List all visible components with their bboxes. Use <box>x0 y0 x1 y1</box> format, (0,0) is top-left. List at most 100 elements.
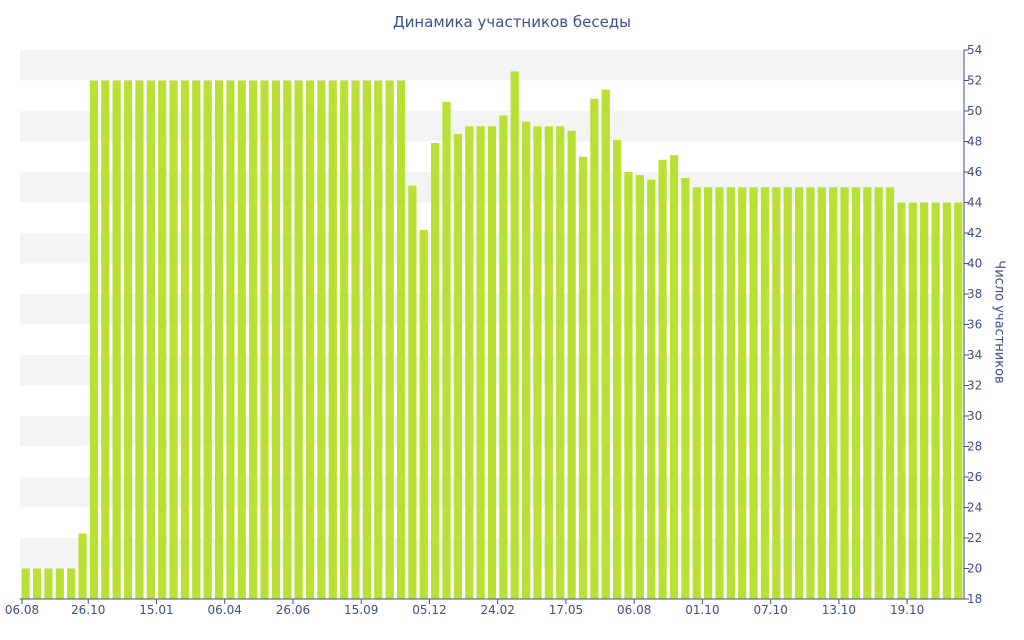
bar <box>317 80 326 599</box>
y-tick-label: 26 <box>967 470 982 484</box>
bar <box>101 80 110 599</box>
x-tick-label: 26.10 <box>71 603 105 617</box>
bar <box>578 156 588 599</box>
bar <box>67 568 76 599</box>
bar <box>556 126 565 599</box>
bar <box>487 126 497 599</box>
x-tick-label: 06.08 <box>617 603 651 617</box>
bar <box>874 187 883 599</box>
x-tick-label: 01.10 <box>685 603 719 617</box>
bar <box>55 568 64 599</box>
bar <box>954 202 963 599</box>
bar <box>123 80 133 599</box>
bar <box>476 126 485 599</box>
bar <box>351 80 360 599</box>
y-tick-label: 20 <box>967 562 982 576</box>
bar <box>567 130 576 599</box>
bar <box>942 202 952 599</box>
y-tick-label: 44 <box>967 196 982 210</box>
bar <box>226 80 235 599</box>
bar <box>510 71 519 600</box>
bar <box>783 187 792 599</box>
y-tick-label: 50 <box>967 104 982 118</box>
bar <box>920 202 929 599</box>
bar <box>89 80 99 599</box>
axes: 18 20 22 24 26 28 30 32 34 36 38 40 42 44 46 48 50 52 54 06… <box>5 43 982 617</box>
bar <box>431 143 440 599</box>
bar <box>294 80 303 599</box>
bar <box>180 80 190 599</box>
bar <box>613 139 622 599</box>
bar <box>772 187 781 599</box>
bar <box>738 187 747 599</box>
bar <box>897 202 906 599</box>
bar <box>260 80 269 599</box>
bar <box>135 80 144 599</box>
x-tick-label: 24.02 <box>481 603 515 617</box>
bar <box>817 187 826 599</box>
y-tick-label: 38 <box>967 287 982 301</box>
bar <box>396 80 406 599</box>
bar <box>692 187 701 599</box>
bar <box>283 80 292 599</box>
bar <box>146 80 155 599</box>
bar <box>533 126 542 599</box>
bar <box>374 80 383 599</box>
bar-series <box>21 71 963 600</box>
bar <box>192 80 201 599</box>
x-tick-label: 07.10 <box>753 603 787 617</box>
x-tick-label: 05.12 <box>412 603 446 617</box>
y-tick-label: 40 <box>967 257 982 271</box>
bar <box>624 172 633 599</box>
bar <box>681 178 690 599</box>
bar <box>601 89 610 600</box>
chart-title: Динамика участников беседы <box>392 13 632 31</box>
bar <box>726 187 735 599</box>
x-tick-label: 06.04 <box>208 603 242 617</box>
bar <box>715 187 724 599</box>
bar <box>385 80 394 599</box>
bar <box>249 80 258 599</box>
bar <box>112 80 121 599</box>
y-tick-label: 22 <box>967 531 982 545</box>
y-tick-label: 42 <box>967 226 982 240</box>
bar <box>21 568 30 599</box>
bar <box>544 126 553 599</box>
bar <box>271 80 280 599</box>
bar <box>840 187 849 599</box>
grid-band <box>20 50 964 81</box>
bar <box>78 533 87 599</box>
x-tick-label: 17.05 <box>549 603 583 617</box>
bar <box>885 187 895 599</box>
bar <box>442 101 451 599</box>
bar <box>658 159 667 600</box>
bar <box>590 98 599 600</box>
x-tick-label: 15.09 <box>344 603 378 617</box>
y-tick-label: 46 <box>967 165 982 179</box>
bar <box>169 80 178 599</box>
y-tick-label: 54 <box>967 43 982 57</box>
y-tick-label: 28 <box>967 440 982 454</box>
bar <box>408 185 417 600</box>
x-tick-label: 06.08 <box>5 603 39 617</box>
bar <box>647 179 656 600</box>
bar <box>158 80 167 599</box>
bar <box>453 133 462 600</box>
bar <box>203 80 212 599</box>
bar <box>214 80 224 599</box>
bar <box>44 568 53 599</box>
bar <box>863 187 872 599</box>
bar <box>704 187 713 599</box>
y-tick-label: 52 <box>967 74 982 88</box>
bar <box>522 121 531 600</box>
x-tick-label: 13.10 <box>822 603 856 617</box>
bar <box>806 187 815 599</box>
x-tick-label: 26.06 <box>276 603 310 617</box>
y-tick-label: 36 <box>967 318 982 332</box>
bar <box>794 187 804 599</box>
bar <box>669 155 679 599</box>
bar <box>305 80 315 599</box>
x-tick-label: 15.01 <box>139 603 173 617</box>
bar <box>851 187 861 599</box>
